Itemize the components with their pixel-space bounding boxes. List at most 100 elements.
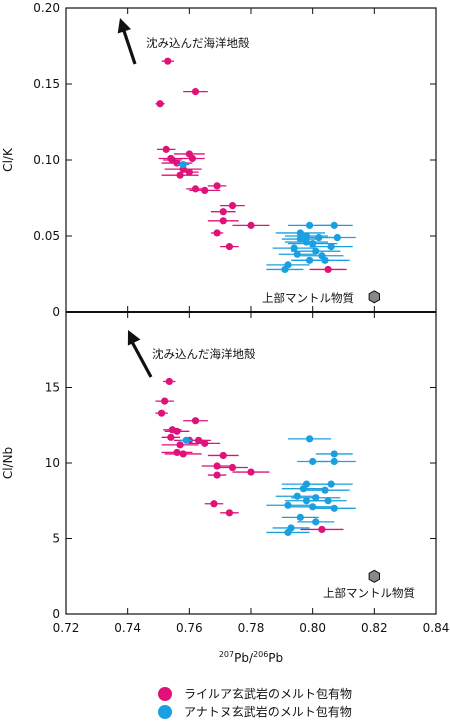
x-tick-label: 0.74 [114,621,141,635]
top-point-anatonu [309,240,317,248]
x-axis-title-part2: Pb [268,651,283,665]
x-axis-title-part1: Pb/ [234,651,254,665]
top-point-lailua [164,57,172,65]
x-axis-title: 207Pb/206Pb [219,650,283,665]
bottom-point-anatonu [312,518,320,526]
bottom-point-lailua [318,525,326,534]
bottom-point-lailua [157,409,166,417]
bottom-y-tick-label: 0 [52,607,60,621]
bottom-arrow-head [127,330,141,346]
legend-item-lailua: ライルア玄武岩のメルト包有物 [158,685,352,702]
bottom-point-lailua [167,433,175,441]
top-mantle-marker [368,290,380,304]
bottom-point-anatonu [296,513,304,521]
top-mantle-label: 上部マントル物質 [262,291,354,305]
bottom-point-anatonu [284,501,292,509]
top-arrow-head [117,18,131,34]
x-axis-title-sup2: 206 [253,650,268,659]
top-point-lailua [188,154,197,163]
x-tick-label: 0.76 [176,621,203,635]
bottom-point-lailua [161,397,169,405]
top-point-anatonu [296,229,304,237]
top-point-lailua [156,100,164,108]
bottom-mantle-marker [368,569,380,583]
bottom-point-anatonu [330,450,338,458]
bottom-point-lailua [228,463,237,472]
bottom-point-anatonu [299,485,308,493]
x-tick-label: 0.82 [361,621,388,635]
top-point-lailua [219,208,227,216]
x-axis-title-sup1: 207 [219,650,234,659]
bottom-point-anatonu [182,436,190,444]
bottom-point-lailua [225,509,234,517]
bottom-y-tick-label: 15 [45,381,60,395]
bottom-point-anatonu [284,528,292,537]
top-y-tick-label: 0.10 [33,153,60,167]
bottom-point-lailua [213,471,221,479]
bottom-point-lailua [219,451,227,460]
chart-marks: 0 0.05 0.10 0.15 0.20 0 5 10 15 0.72 0.74 0.76 0.78 0… [33,1,449,635]
bottom-point-lailua [247,468,255,476]
top-y-tick-label: 0.15 [33,77,60,91]
bottom-point-lailua [176,441,184,449]
top-point-lailua [191,88,200,96]
top-point-anatonu [281,265,289,274]
bottom-y-tick-label: 10 [45,456,60,470]
bottom-point-anatonu [302,497,311,505]
bottom-point-anatonu [327,480,335,488]
bottom-point-anatonu [312,494,320,502]
top-point-lailua [228,202,237,210]
top-point-lailua [201,186,209,194]
top-point-anatonu [312,247,320,255]
top-point-lailua [247,221,255,229]
bottom-point-lailua [194,436,203,444]
bottom-point-anatonu [305,435,314,443]
bottom-point-lailua [210,500,218,508]
top-y-tick-label: 0.05 [33,229,60,243]
bottom-mantle-label: 上部マントル物質 [323,586,415,600]
bottom-y-axis-title: Cl/Nb [1,447,15,479]
top-point-anatonu [293,250,301,258]
bottom-point-anatonu [309,503,317,511]
top-point-lailua [225,243,234,251]
top-arrow-label: 沈み込んだ海洋地殻 [146,36,250,50]
top-point-lailua [219,217,227,225]
top-point-lailua [173,159,181,167]
top-point-anatonu [179,160,187,169]
top-point-lailua [213,182,221,190]
top-y-axis-title: Cl/K [1,147,15,172]
bottom-arrow-shaft [129,339,153,378]
x-tick-label: 0.72 [53,621,80,635]
top-point-lailua [176,171,184,179]
bottom-point-anatonu [321,486,329,494]
bottom-point-anatonu [324,497,332,505]
top-arrow-shaft [121,27,137,65]
bottom-point-lailua [191,417,200,425]
bottom-point-lailua [173,448,181,457]
bottom-point-anatonu [330,457,338,466]
top-point-anatonu [290,244,298,252]
bottom-point-anatonu [293,492,301,500]
top-point-anatonu [321,256,329,264]
bottom-point-anatonu [330,504,338,512]
bottom-point-lailua [201,439,209,447]
top-point-anatonu [302,238,311,246]
top-point-lailua [213,229,221,237]
bottom-y-tick-label: 5 [52,532,60,546]
top-point-anatonu [333,233,341,242]
x-tick-label: 0.78 [238,621,265,635]
top-point-lailua [162,145,170,153]
bottom-point-lailua [179,450,187,458]
legend-swatch-lailua [158,686,172,701]
top-plot-frame [65,7,437,313]
legend-swatch-anatonu [158,704,172,719]
top-y-tick-label: 0.20 [33,1,60,15]
legend-label-lailua: ライルア玄武岩のメルト包有物 [184,687,353,701]
x-tick-label: 0.84 [423,621,450,635]
top-point-lailua [324,265,332,274]
bottom-point-lailua [213,462,221,470]
legend-item-anatonu: アナトヌ玄武岩のメルト包有物 [158,703,352,720]
top-y-tick-label: 0 [52,305,60,319]
bottom-point-lailua [165,377,173,386]
